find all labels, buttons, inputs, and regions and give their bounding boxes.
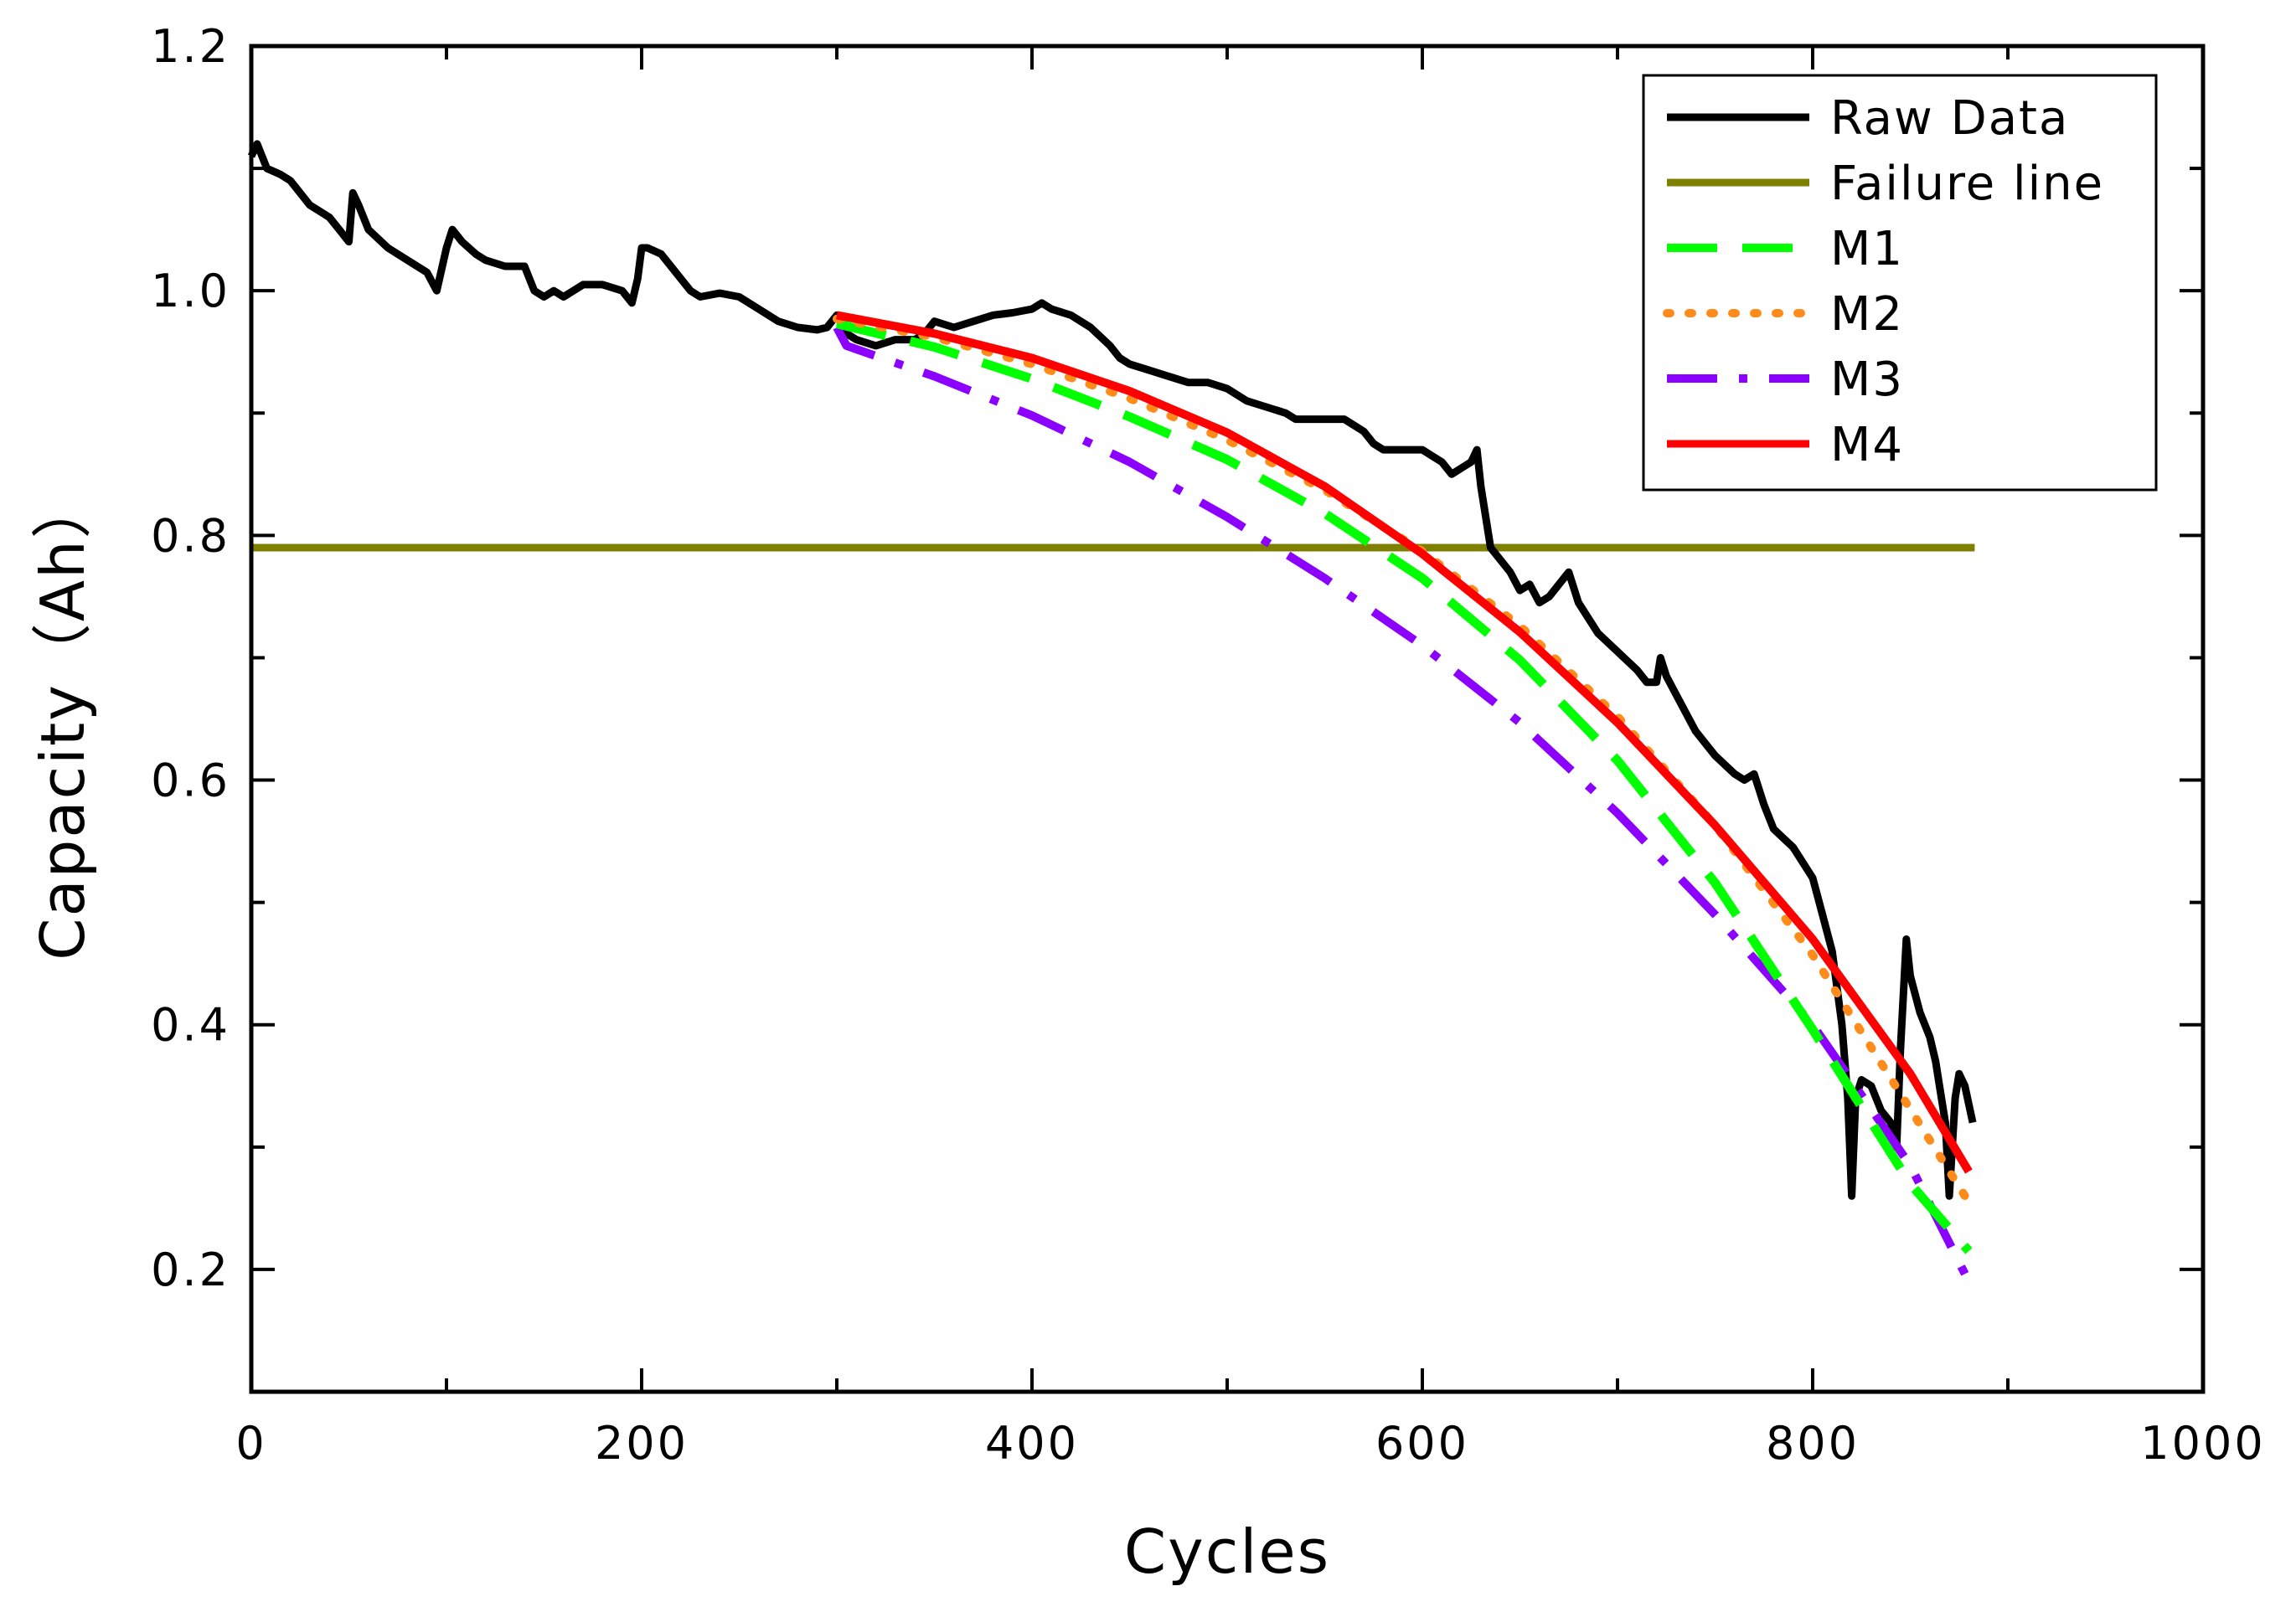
legend-label: Failure line [1830,157,2104,211]
y-tick-label: 0.6 [151,754,230,807]
x-tick-label: 800 [1766,1417,1860,1470]
legend-label: M2 [1830,287,1904,342]
y-tick-label: 1.2 [151,20,230,73]
legend: Raw Data Failure line M1 M2 M3 M4 [1642,74,2158,492]
series-line-m4 [836,311,1973,1174]
legend-label: Raw Data [1830,91,2069,146]
series-layer [247,140,1977,1284]
legend-label: M3 [1830,353,1904,407]
ticks-layer: 0 200 400 600 800 1000 0.2 0.4 0.6 0.8 1.0 1.2 [151,20,2265,1470]
y-axis-title: Capacity（Ah） [28,476,98,961]
legend-label: M4 [1830,418,1904,472]
x-axis-title: Cycles [1124,1517,1330,1587]
legend-items: Raw Data Failure line M1 M2 M3 M4 [1663,91,2104,472]
x-tick-label: 200 [595,1417,689,1470]
legend-box [1642,74,2158,492]
y-tick-label: 0.2 [151,1244,230,1296]
x-tick-label: 0 [235,1417,266,1470]
x-tick-label: 400 [985,1417,1079,1470]
x-tick-label: 1000 [2140,1417,2265,1470]
legend-label: M1 [1830,222,1904,276]
series-line-m1 [835,319,1973,1254]
y-tick-label: 0.8 [151,509,230,562]
y-tick-label: 0.4 [151,999,230,1052]
series-line-m3 [833,325,1973,1284]
series-line-raw-data [247,140,1977,1200]
x-tick-label: 600 [1375,1417,1469,1470]
y-tick-label: 1.0 [151,265,230,317]
